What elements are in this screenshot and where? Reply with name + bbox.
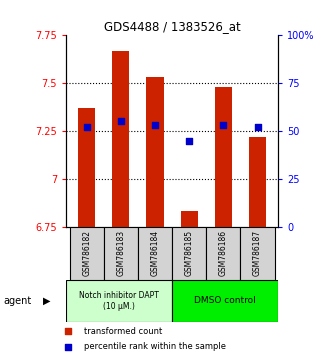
Text: Notch inhibitor DAPT
(10 μM.): Notch inhibitor DAPT (10 μM.) bbox=[79, 291, 159, 310]
Text: ▶: ▶ bbox=[43, 296, 51, 306]
Bar bbox=[240, 227, 275, 280]
Text: percentile rank within the sample: percentile rank within the sample bbox=[84, 342, 226, 352]
Bar bbox=[206, 227, 240, 280]
Text: GSM786185: GSM786185 bbox=[185, 230, 194, 276]
Point bbox=[187, 138, 192, 143]
Text: GSM786187: GSM786187 bbox=[253, 230, 262, 276]
Bar bbox=[104, 227, 138, 280]
Bar bbox=[249, 137, 266, 227]
Text: GSM786182: GSM786182 bbox=[82, 230, 91, 276]
Bar bbox=[112, 51, 129, 227]
Text: transformed count: transformed count bbox=[84, 326, 162, 336]
Text: GSM786184: GSM786184 bbox=[151, 230, 160, 276]
Bar bbox=[172, 280, 278, 322]
Bar bbox=[78, 108, 95, 227]
Text: DMSO control: DMSO control bbox=[194, 296, 256, 306]
Bar bbox=[172, 227, 206, 280]
Bar bbox=[181, 211, 198, 227]
Point bbox=[152, 122, 158, 128]
Bar bbox=[138, 227, 172, 280]
Point bbox=[118, 119, 123, 124]
Bar bbox=[70, 227, 104, 280]
Point bbox=[84, 124, 89, 130]
Bar bbox=[215, 87, 232, 227]
Bar bbox=[147, 78, 164, 227]
Point bbox=[267, 272, 272, 277]
Text: agent: agent bbox=[3, 296, 31, 306]
Point bbox=[221, 122, 226, 128]
Point bbox=[255, 124, 260, 130]
Text: GSM786186: GSM786186 bbox=[219, 230, 228, 276]
Bar bbox=[66, 280, 172, 322]
Title: GDS4488 / 1383526_at: GDS4488 / 1383526_at bbox=[104, 20, 241, 33]
Point bbox=[267, 127, 272, 132]
Text: GSM786183: GSM786183 bbox=[117, 230, 125, 276]
